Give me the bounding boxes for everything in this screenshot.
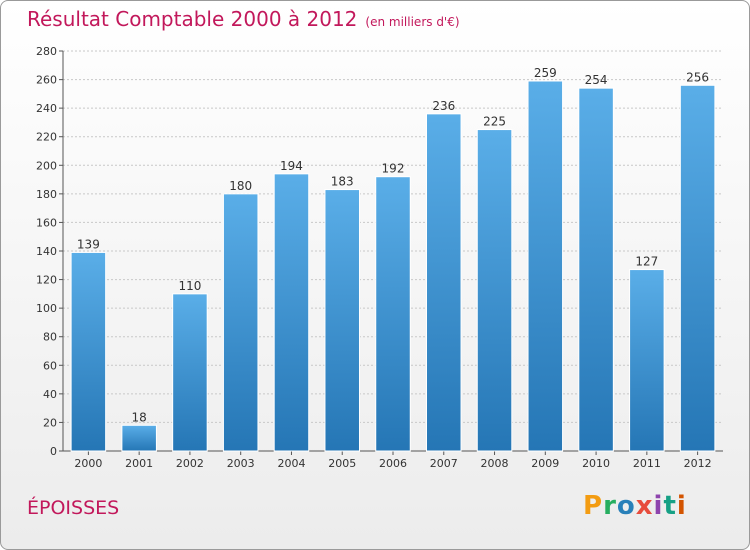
x-tick-label-2009: 2009 (531, 457, 559, 470)
y-tick-label: 40 (43, 388, 57, 401)
data-label-2005: 183 (331, 175, 354, 189)
bar-2002 (172, 293, 208, 452)
x-tick-label-2005: 2005 (328, 457, 356, 470)
y-tick-label: 240 (36, 102, 57, 115)
y-tick-label: 0 (50, 445, 57, 458)
bars (70, 80, 716, 452)
labels: 139 18 110 180 194 183 192 236 225 259 254 127 256 (77, 66, 709, 424)
y-tick-label: 60 (43, 359, 57, 372)
data-label-2009: 259 (534, 66, 557, 80)
y-tick-label: 20 (43, 416, 57, 429)
town-name: ÉPOISSES (27, 497, 120, 519)
data-label-2003: 180 (229, 179, 252, 193)
x-tick-label-2003: 2003 (227, 457, 255, 470)
bar-2009 (527, 80, 564, 452)
bar-2004 (273, 173, 310, 452)
x-tick-label-2006: 2006 (379, 457, 407, 470)
data-label-2004: 194 (280, 159, 303, 173)
bar-2007 (426, 113, 462, 452)
bar-2005 (324, 189, 360, 452)
y-tick-label: 100 (36, 302, 57, 315)
y-tick-label: 280 (36, 45, 57, 58)
y-tick-label: 80 (43, 331, 57, 344)
bar-2003 (222, 193, 259, 452)
data-label-2000: 139 (77, 237, 100, 251)
data-label-2008: 225 (483, 115, 506, 129)
data-label-2006: 192 (382, 162, 405, 176)
bar-2012 (679, 84, 716, 452)
data-label-2007: 236 (432, 99, 455, 113)
x-tick-label-2002: 2002 (176, 457, 204, 470)
y-tick-label: 260 (36, 74, 57, 87)
y-tick-label: 120 (36, 274, 57, 287)
bar-2011 (629, 269, 665, 452)
x-tick-label-2011: 2011 (633, 457, 661, 470)
data-label-2001: 18 (132, 410, 147, 424)
x-tick-label-2008: 2008 (481, 457, 509, 470)
x-tick-label-2000: 2000 (74, 457, 102, 470)
y-tick-label: 220 (36, 131, 57, 144)
proxiti-logo[interactable]: Proxiti (583, 491, 687, 521)
chart-title-text: Résultat Comptable 2000 à 2012 (27, 7, 358, 31)
bar-2001 (121, 424, 157, 452)
data-label-2011: 127 (635, 255, 658, 269)
bar-2006 (375, 176, 411, 452)
data-label-2010: 254 (585, 73, 608, 87)
chart-title: Résultat Comptable 2000 à 2012 (en millie… (27, 7, 460, 31)
x-tick-label-2012: 2012 (684, 457, 712, 470)
x-tick-label-2010: 2010 (582, 457, 610, 470)
y-tick-label: 180 (36, 188, 57, 201)
x-tick-label-2007: 2007 (430, 457, 458, 470)
y-tick-label: 140 (36, 245, 57, 258)
bar-2010 (578, 87, 614, 452)
data-label-2012: 256 (686, 70, 709, 84)
y-tick-label: 160 (36, 216, 57, 229)
data-label-2002: 110 (178, 279, 201, 293)
x-tick-label-2001: 2001 (125, 457, 153, 470)
y-tick-label: 200 (36, 159, 57, 172)
chart-subtitle: (en milliers d'€) (365, 15, 460, 29)
x-tick-label-2004: 2004 (277, 457, 305, 470)
bar-2000 (70, 251, 107, 452)
bar-2008 (476, 129, 513, 452)
